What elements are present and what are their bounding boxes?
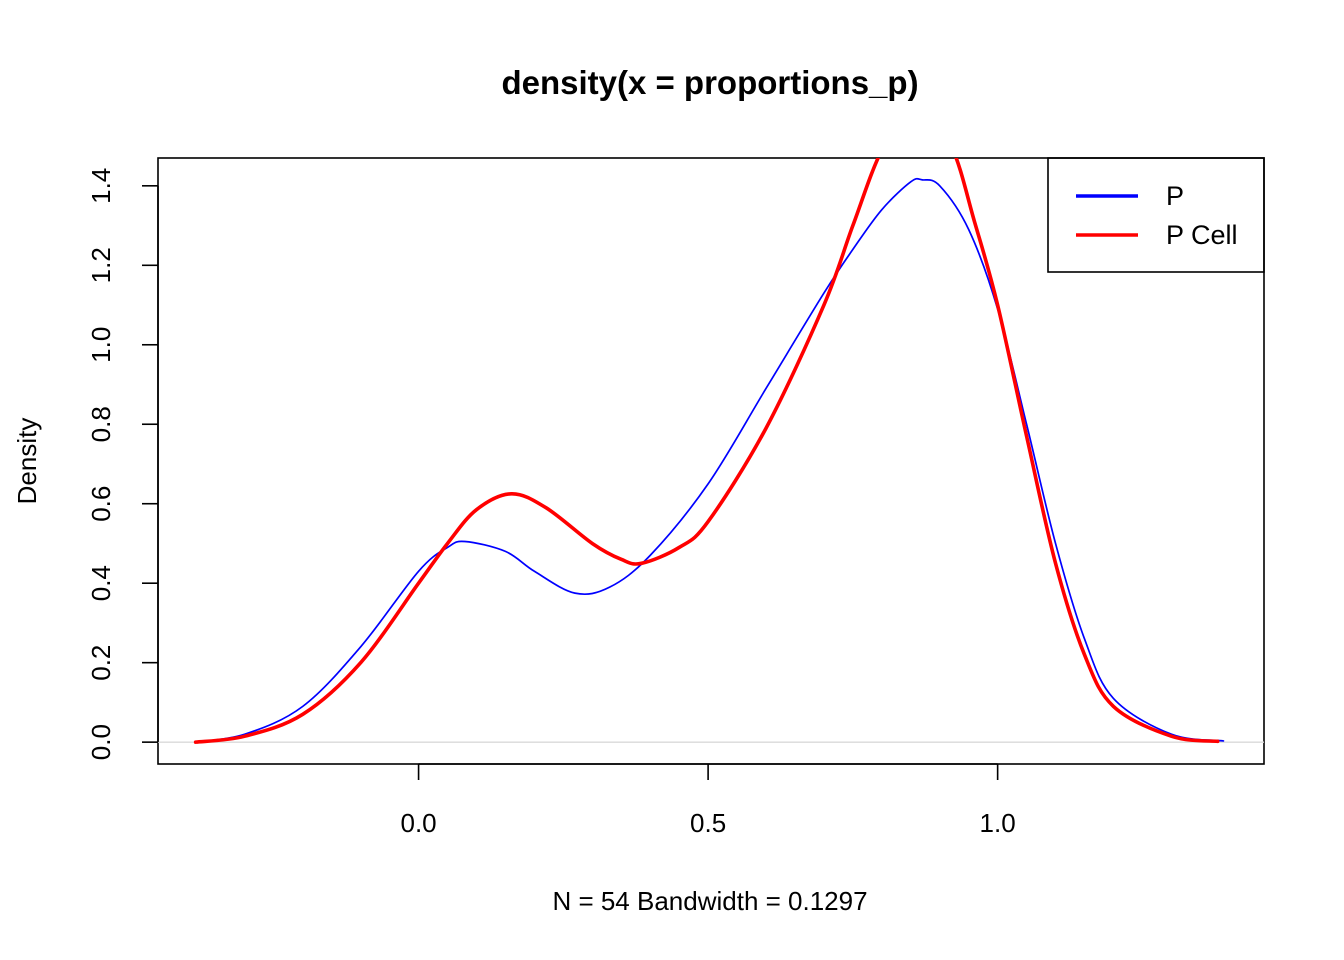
x-tick-label: 0.5 xyxy=(690,808,726,838)
y-tick-label: 0.0 xyxy=(86,724,116,760)
legend-label-p-cell: P Cell xyxy=(1166,220,1238,250)
x-tick-label: 1.0 xyxy=(980,808,1016,838)
y-tick-label: 1.2 xyxy=(86,247,116,283)
x-axis: 0.0 0.5 1.0 xyxy=(400,763,1016,838)
y-tick-label: 0.2 xyxy=(86,645,116,681)
legend: P P Cell xyxy=(1047,157,1265,273)
y-tick-label: 0.8 xyxy=(86,406,116,442)
y-axis-label: Density xyxy=(12,418,42,505)
y-tick-label: 0.6 xyxy=(86,486,116,522)
series-layer xyxy=(193,158,1225,744)
x-tick-label: 0.0 xyxy=(400,808,436,838)
series-line-p-cell xyxy=(193,158,1220,744)
y-tick-label: 1.0 xyxy=(86,327,116,363)
chart-title: density(x = proportions_p) xyxy=(501,64,918,101)
y-tick-label: 1.4 xyxy=(86,168,116,204)
y-tick-label: 0.4 xyxy=(86,565,116,601)
y-axis: 0.0 0.2 0.4 0.6 0.8 1.0 1.2 1.4 xyxy=(86,168,159,760)
legend-box xyxy=(1047,157,1265,273)
x-axis-label: N = 54 Bandwidth = 0.1297 xyxy=(552,886,867,916)
legend-label-p: P xyxy=(1166,181,1184,211)
series-line-p xyxy=(194,177,1225,743)
